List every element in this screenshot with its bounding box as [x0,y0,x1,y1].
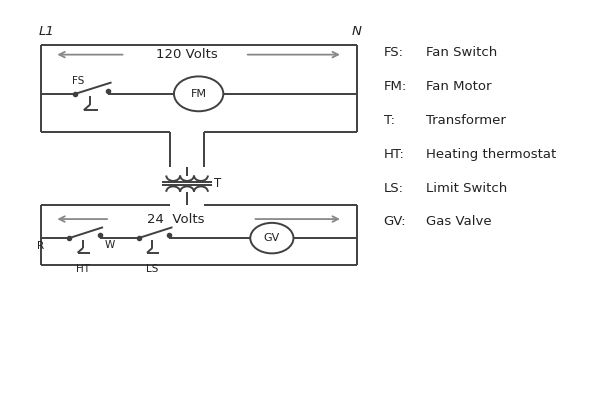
Text: L1: L1 [39,25,55,38]
Text: Transformer: Transformer [426,114,506,127]
Text: FM:: FM: [384,80,407,93]
Text: T: T [214,177,221,190]
Text: HT: HT [76,264,90,274]
Text: 120 Volts: 120 Volts [156,48,218,61]
Text: FS: FS [72,76,84,86]
Text: R: R [37,241,44,251]
Text: Fan Motor: Fan Motor [426,80,491,93]
Text: LS: LS [146,264,159,274]
Text: Gas Valve: Gas Valve [426,215,491,228]
Text: N: N [352,25,362,38]
Text: Fan Switch: Fan Switch [426,46,497,60]
Text: Heating thermostat: Heating thermostat [426,148,556,161]
Text: 24  Volts: 24 Volts [147,212,204,226]
Text: HT:: HT: [384,148,405,161]
Text: Limit Switch: Limit Switch [426,182,507,194]
Text: FM: FM [191,89,206,99]
Text: W: W [104,240,115,250]
Text: LS:: LS: [384,182,404,194]
Text: FS:: FS: [384,46,404,60]
Text: GV: GV [264,233,280,243]
Text: GV:: GV: [384,215,407,228]
Text: T:: T: [384,114,395,127]
